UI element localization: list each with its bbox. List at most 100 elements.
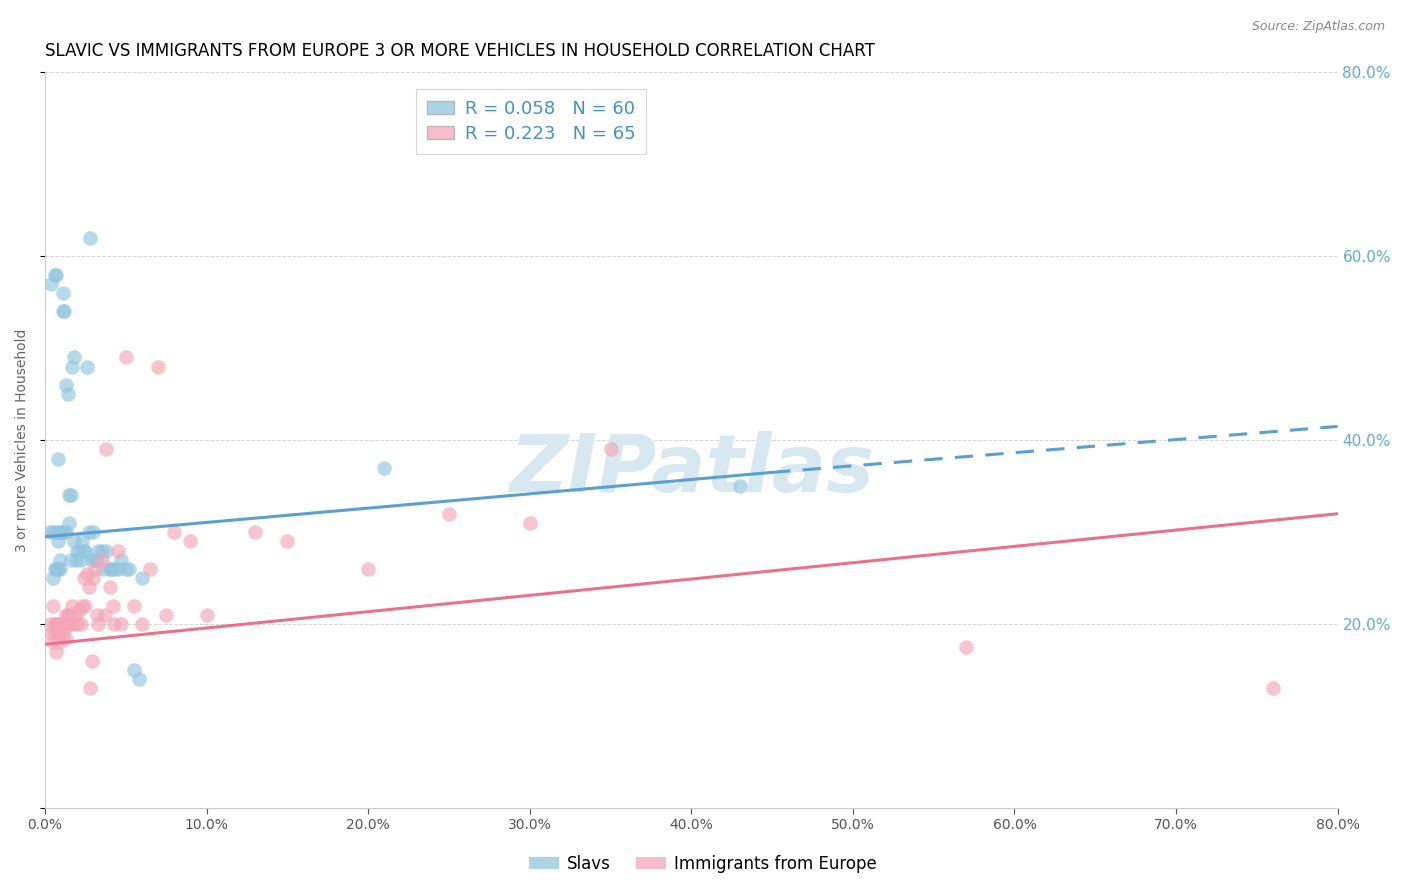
Slavs [62,359,84,374]
Slavs [48,553,70,567]
Slavs [46,451,69,466]
Slavs [38,525,60,540]
Slavs [79,231,101,245]
Text: Source: ZipAtlas.com: Source: ZipAtlas.com [1251,20,1385,33]
Slavs [45,525,67,540]
Immigrants from Europe [80,654,103,668]
Slavs [73,543,96,558]
Slavs [52,286,75,301]
Slavs [103,562,125,576]
Immigrants from Europe [52,617,75,632]
Slavs [100,562,122,576]
Slavs [45,268,67,282]
Immigrants from Europe [77,580,100,594]
Slavs [63,351,86,365]
Immigrants from Europe [45,645,67,659]
Immigrants from Europe [58,607,80,622]
Slavs [75,543,97,558]
Immigrants from Europe [48,635,70,649]
Immigrants from Europe [955,640,977,654]
Slavs [58,516,80,530]
Slavs [52,304,75,318]
Immigrants from Europe [155,607,177,622]
Immigrants from Europe [67,603,90,617]
Immigrants from Europe [44,626,66,640]
Immigrants from Europe [195,607,218,622]
Immigrants from Europe [103,617,125,632]
Slavs [110,553,132,567]
Immigrants from Europe [139,562,162,576]
Immigrants from Europe [82,571,104,585]
Slavs [76,359,98,374]
Immigrants from Europe [110,617,132,632]
Immigrants from Europe [49,617,72,632]
Immigrants from Europe [73,571,96,585]
Immigrants from Europe [75,599,97,613]
Immigrants from Europe [44,617,66,632]
Slavs [86,553,108,567]
Slavs [70,534,93,549]
Immigrants from Europe [243,525,266,540]
Immigrants from Europe [146,359,169,374]
Slavs [91,562,114,576]
Slavs [49,525,72,540]
Immigrants from Europe [63,617,86,632]
Immigrants from Europe [55,631,77,645]
Immigrants from Europe [163,525,186,540]
Slavs [65,553,87,567]
Legend: R = 0.058   N = 60, R = 0.223   N = 65: R = 0.058 N = 60, R = 0.223 N = 65 [416,89,647,153]
Slavs [45,562,67,576]
Immigrants from Europe [131,617,153,632]
Immigrants from Europe [52,631,75,645]
Immigrants from Europe [96,442,118,457]
Slavs [49,525,72,540]
Immigrants from Europe [48,622,70,636]
Slavs [728,479,751,493]
Immigrants from Europe [107,543,129,558]
Slavs [84,553,107,567]
Y-axis label: 3 or more Vehicles in Household: 3 or more Vehicles in Household [15,328,30,552]
Slavs [63,534,86,549]
Slavs [131,571,153,585]
Immigrants from Europe [86,607,108,622]
Immigrants from Europe [101,599,124,613]
Slavs [55,525,77,540]
Text: ZIPatlas: ZIPatlas [509,431,873,508]
Slavs [107,562,129,576]
Immigrants from Europe [62,599,84,613]
Slavs [41,277,63,291]
Immigrants from Europe [45,617,67,632]
Immigrants from Europe [79,681,101,696]
Slavs [118,562,141,576]
Immigrants from Europe [58,617,80,632]
Slavs [59,553,82,567]
Immigrants from Europe [41,626,63,640]
Slavs [373,460,395,475]
Immigrants from Europe [65,607,87,622]
Slavs [69,553,91,567]
Immigrants from Europe [357,562,380,576]
Slavs [46,562,69,576]
Slavs [42,571,65,585]
Slavs [66,543,89,558]
Immigrants from Europe [599,442,621,457]
Immigrants from Europe [46,617,69,632]
Slavs [53,525,76,540]
Slavs [48,562,70,576]
Immigrants from Europe [66,617,89,632]
Slavs [67,543,90,558]
Slavs [55,378,77,392]
Slavs [128,673,150,687]
Immigrants from Europe [55,607,77,622]
Immigrants from Europe [70,599,93,613]
Slavs [59,488,82,502]
Text: SLAVIC VS IMMIGRANTS FROM EUROPE 3 OR MORE VEHICLES IN HOUSEHOLD CORRELATION CHA: SLAVIC VS IMMIGRANTS FROM EUROPE 3 OR MO… [45,42,875,60]
Slavs [53,304,76,318]
Immigrants from Europe [56,607,79,622]
Slavs [98,562,121,576]
Slavs [77,525,100,540]
Immigrants from Europe [76,566,98,581]
Slavs [122,663,145,677]
Immigrants from Europe [519,516,541,530]
Immigrants from Europe [84,562,107,576]
